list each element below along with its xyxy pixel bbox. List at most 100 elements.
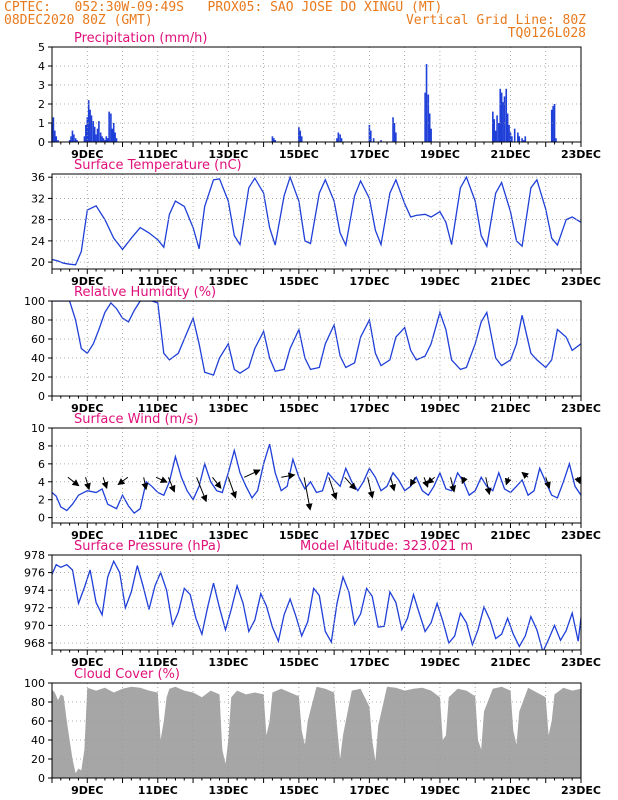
precip-bar	[101, 136, 103, 142]
precip-bar	[98, 121, 100, 142]
x-tick-label: 21DEC	[490, 656, 530, 669]
panel-title: Relative Humidity (%)	[74, 285, 216, 300]
precip-bar	[506, 113, 509, 142]
precip-bar	[500, 92, 503, 142]
x-tick-label: 21DEC	[490, 275, 530, 288]
precip-bar	[271, 136, 274, 142]
x-tick-label: 23DEC	[561, 275, 601, 288]
precip-bar	[83, 136, 86, 142]
precip-bar	[52, 117, 55, 142]
x-tick-label: 15DEC	[279, 529, 319, 542]
precip-bar	[380, 140, 382, 142]
x-tick-label: 19DEC	[420, 784, 460, 797]
x-tick-label: 13DEC	[208, 402, 248, 415]
x-tick-label: 23DEC	[561, 656, 601, 669]
x-tick-label: 13DEC	[208, 529, 248, 542]
panel-precipitation: Precipitation (mm/h) 0 1 2 3 4 5 9DEC 11DEC 13DEC…	[38, 31, 601, 161]
precip-bar	[524, 136, 527, 142]
y-tick-label: 20	[31, 753, 45, 766]
x-tick-label: 9DEC	[71, 529, 103, 542]
wind-arrow	[484, 477, 492, 496]
precip-bar	[85, 124, 87, 142]
wind-arrow	[167, 477, 176, 493]
y-tick-label: 972	[24, 602, 45, 615]
y-tick-label: 100	[24, 677, 45, 690]
wind-arrow	[84, 477, 91, 491]
x-tick-label: 17DEC	[349, 148, 389, 161]
precip-bar	[298, 126, 300, 142]
precip-bar	[68, 140, 71, 142]
y-tick-label: 968	[24, 637, 45, 650]
y-tick-label: 0	[38, 512, 45, 525]
y-tick-label: 970	[24, 619, 45, 632]
precip-bar	[521, 138, 523, 142]
precip-bar	[93, 126, 96, 142]
precip-bar	[106, 138, 109, 142]
y-tick-label: 978	[24, 549, 45, 562]
y-tick-label: 0	[38, 136, 45, 149]
wind-arrow	[504, 477, 512, 486]
y-tick-label: 1	[38, 117, 45, 130]
x-tick-label: 9DEC	[71, 148, 103, 161]
wind-arrow	[426, 476, 435, 484]
x-tick-label: 11DEC	[138, 656, 178, 669]
precip-bar	[90, 115, 93, 142]
precip-bar	[112, 123, 115, 142]
y-tick-label: 4	[38, 476, 45, 489]
precip-bar	[509, 132, 512, 142]
wind-arrow	[344, 476, 357, 491]
precip-bar	[96, 128, 99, 142]
precip-bar	[523, 140, 525, 142]
precip-bar	[499, 88, 502, 142]
y-tick-label: 0	[38, 390, 45, 403]
wind-arrow	[461, 476, 468, 485]
y-tick-label: 6	[38, 458, 45, 471]
temp-series-line	[52, 175, 581, 266]
precip-bar	[74, 138, 77, 142]
y-tick-label: 3	[38, 79, 45, 92]
y-tick-label: 60	[31, 333, 45, 346]
wind-arrow	[281, 472, 296, 480]
x-tick-label: 17DEC	[349, 656, 389, 669]
y-tick-label: 80	[31, 314, 45, 327]
precip-bar	[430, 128, 432, 142]
x-tick-label: 21DEC	[490, 529, 530, 542]
x-tick-label: 17DEC	[349, 529, 389, 542]
precip-bar	[427, 94, 430, 142]
panel-cloud-cover: Cloud Cover (%) 0 20 40 60 80 100 9DEC 11DEC 13DE…	[24, 667, 601, 797]
precip-bar	[496, 115, 498, 142]
y-tick-label: 8	[38, 440, 45, 453]
wind-arrow	[521, 471, 529, 479]
panel-title: Surface Temperature (nC)	[74, 158, 242, 173]
x-tick-label: 11DEC	[138, 402, 178, 415]
wind-arrow	[196, 477, 208, 503]
wind-arrow	[101, 477, 109, 490]
x-tick-label: 19DEC	[420, 656, 460, 669]
precip-bar	[340, 138, 343, 142]
y-tick-label: 28	[31, 214, 45, 227]
wind-arrow	[243, 469, 261, 478]
y-tick-label: 2	[38, 98, 45, 111]
wind-arrow	[227, 477, 237, 499]
panel-surface-pressure: Surface Pressure (hPa) Model Altitude: 32…	[24, 539, 601, 669]
precip-bar	[274, 140, 277, 142]
x-tick-label: 15DEC	[279, 148, 319, 161]
wind-arrow	[449, 477, 457, 493]
precip-bar	[425, 64, 428, 142]
precip-bar	[102, 138, 105, 142]
precip-bar	[76, 140, 78, 142]
precip-bar	[57, 140, 59, 142]
rh-series-line	[52, 301, 581, 376]
x-tick-label: 23DEC	[561, 148, 601, 161]
panel-relative-humidity: Relative Humidity (%) 0 20 40 60 80 100 9DEC 11D…	[24, 285, 601, 415]
x-tick-label: 19DEC	[420, 402, 460, 415]
y-tick-label: 974	[24, 584, 45, 597]
panel-title: Cloud Cover (%)	[74, 667, 180, 682]
precip-bar	[395, 132, 397, 142]
y-tick-label: 4	[38, 60, 45, 73]
x-tick-label: 15DEC	[279, 402, 319, 415]
precip-bar	[550, 109, 553, 142]
x-tick-label: 23DEC	[561, 529, 601, 542]
y-tick-label: 32	[31, 192, 45, 205]
x-tick-label: 13DEC	[208, 656, 248, 669]
